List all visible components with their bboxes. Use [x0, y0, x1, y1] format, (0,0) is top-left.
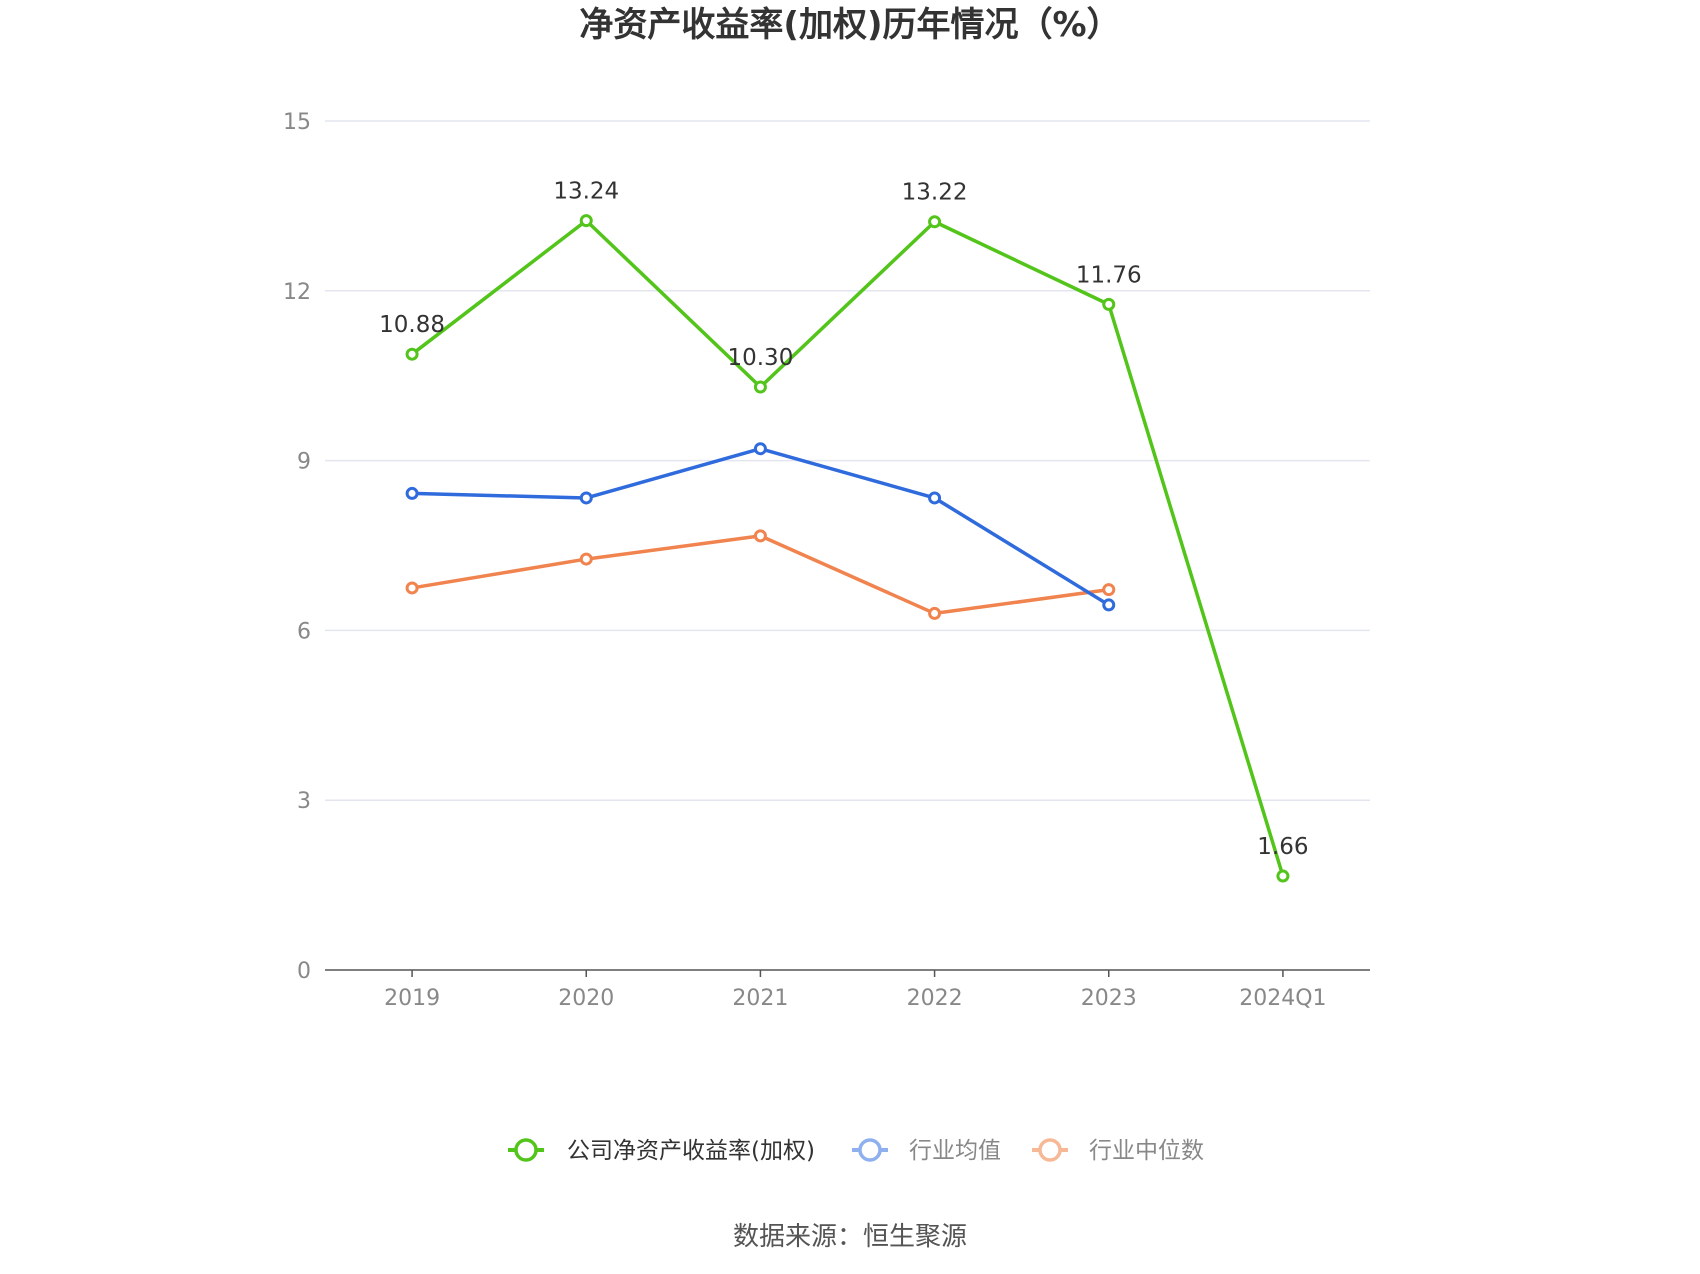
x-axis: 2019 2020 2021 2022 2023 2024Q1: [325, 969, 1370, 1011]
grid-lines: [325, 120, 1370, 801]
legend-label: 行业中位数: [1089, 1138, 1204, 1164]
data-source: 数据来源：恒生聚源: [733, 1222, 967, 1252]
legend-item-2[interactable]: 行业中位数: [1032, 1138, 1204, 1164]
data-label: 13.22: [902, 180, 968, 206]
series-line-1: [412, 446, 1110, 607]
data-point: [1102, 297, 1116, 311]
data-point: [579, 552, 593, 566]
legend-marker-icon: [514, 1138, 538, 1162]
data-label: 10.88: [379, 312, 445, 338]
y-tick-label: 9: [297, 450, 311, 475]
series-0: [405, 214, 1290, 883]
data-point: [753, 380, 767, 394]
x-tick-label: 2023: [1081, 986, 1137, 1011]
data-label: 10.30: [727, 345, 793, 371]
series-line-2: [411, 534, 1109, 616]
data-point: [928, 491, 942, 505]
y-tick-label: 15: [283, 110, 311, 135]
data-point: [928, 215, 942, 229]
data-point: [1276, 869, 1290, 883]
x-tick-label: 2019: [384, 986, 440, 1011]
x-tick-label: 2022: [907, 986, 963, 1011]
chart-title: 净资产收益率(加权)历年情况（%）: [579, 5, 1120, 45]
data-label: 1.66: [1257, 834, 1308, 860]
series-group: [405, 214, 1290, 883]
legend[interactable]: 公司净资产收益率(加权) 行业均值 行业中位数: [508, 1138, 1204, 1164]
data-label: 11.76: [1076, 262, 1142, 288]
data-point: [579, 491, 593, 505]
series-1: [405, 442, 1116, 612]
data-point: [928, 606, 942, 620]
series-line-0: [411, 218, 1285, 877]
x-tick-label: 2021: [732, 986, 788, 1011]
data-labels: 10.88 13.24 10.30 13.22 11.76 1.66: [379, 179, 1308, 860]
series-2: [405, 529, 1116, 620]
legend-item-0[interactable]: 公司净资产收益率(加权): [508, 1138, 815, 1164]
data-point: [579, 214, 593, 228]
y-tick-label: 0: [297, 959, 311, 984]
data-point: [753, 442, 767, 456]
x-tick-label: 2024Q1: [1239, 986, 1326, 1011]
y-axis: 0 3 6 9 12 15: [283, 110, 311, 984]
legend-label: 公司净资产收益率(加权): [567, 1138, 815, 1164]
legend-marker-icon: [858, 1138, 882, 1162]
y-tick-label: 6: [297, 619, 311, 644]
y-tick-label: 12: [283, 280, 311, 305]
legend-item-1[interactable]: 行业均值: [852, 1138, 1001, 1164]
data-point: [405, 486, 419, 500]
legend-label: 行业均值: [909, 1138, 1001, 1164]
x-tick-label: 2020: [558, 986, 614, 1011]
data-point: [1102, 598, 1116, 612]
data-label: 13.24: [553, 179, 619, 205]
legend-marker-icon: [1038, 1138, 1062, 1162]
data-point: [405, 347, 419, 361]
data-point: [1102, 583, 1116, 597]
data-point: [405, 581, 419, 595]
data-point: [753, 529, 767, 543]
y-tick-label: 3: [297, 789, 311, 814]
